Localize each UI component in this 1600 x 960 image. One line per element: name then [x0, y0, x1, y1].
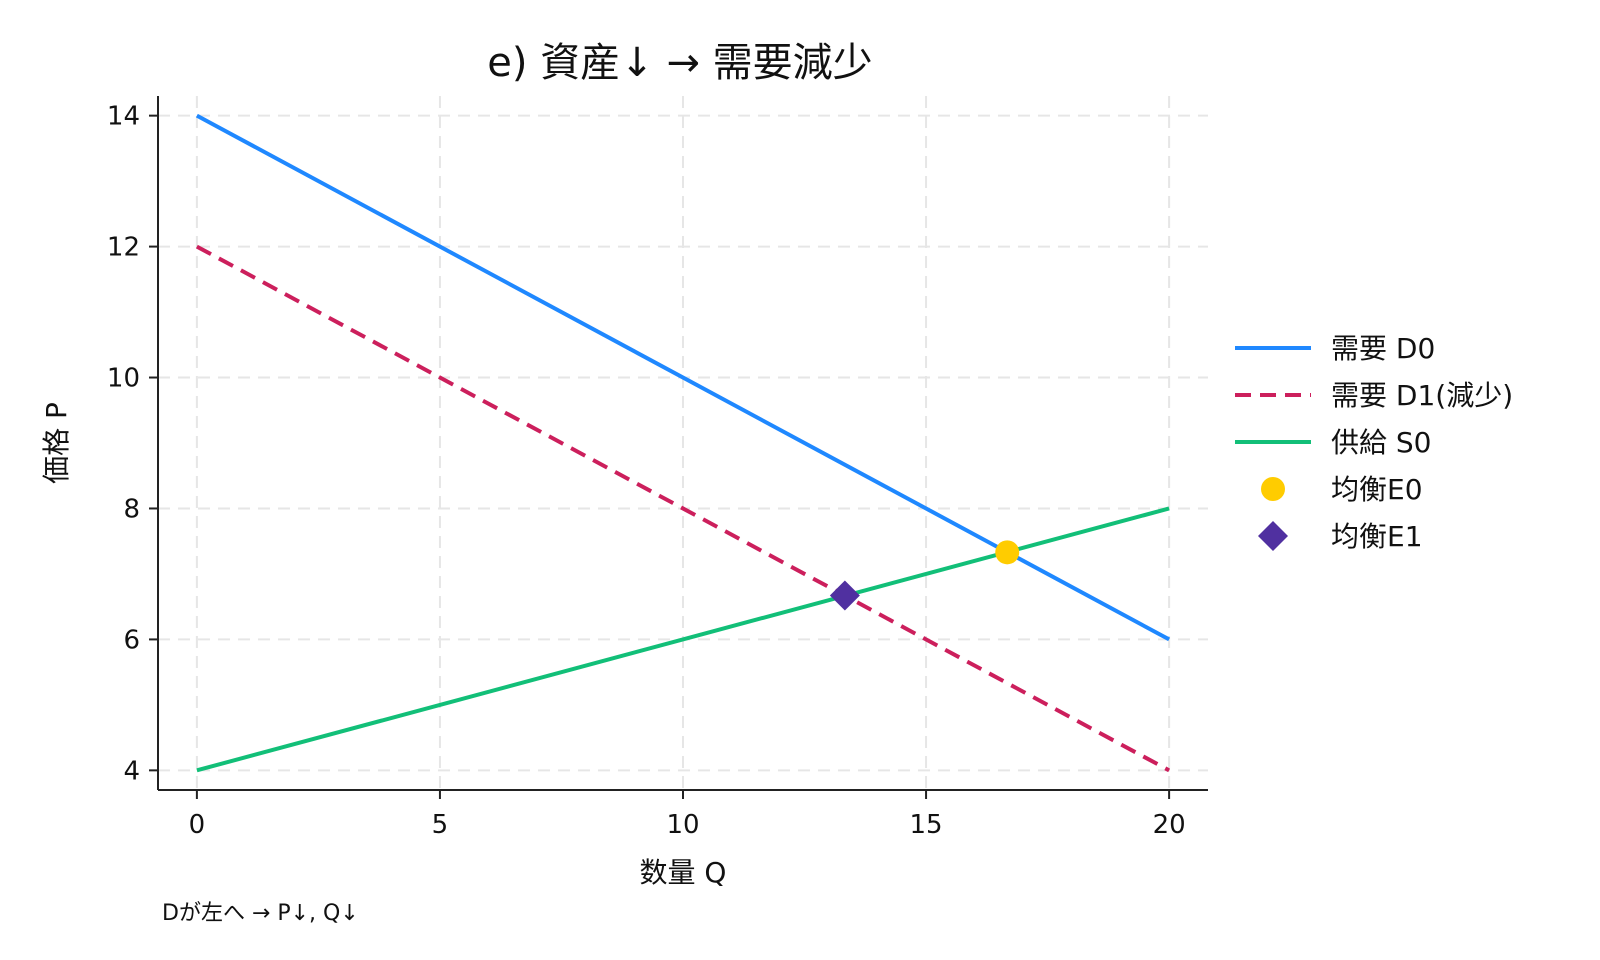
y-tick-label: 10: [107, 364, 140, 394]
legend-marker-point-1: [1261, 477, 1285, 501]
y-tick-label: 14: [107, 102, 140, 132]
x-axis-label: 数量 Q: [640, 856, 727, 889]
y-tick-label: 6: [123, 625, 140, 655]
legend-label-point-1: 均衡E0: [1331, 473, 1423, 506]
x-tick-label: 15: [910, 810, 943, 840]
equilibrium-point-2: [829, 580, 860, 611]
chart-title: e) 資産↓ → 需要減少: [487, 40, 872, 86]
x-tick-label: 5: [432, 810, 449, 840]
equilibrium-point-1: [995, 540, 1020, 565]
y-tick-label: 12: [107, 233, 140, 263]
y-tick-label: 8: [123, 494, 140, 524]
x-tick-label: 20: [1153, 810, 1186, 840]
legend-label-series-2: 需要 D1(減少): [1331, 379, 1513, 412]
y-axis-label: 価格 P: [40, 402, 73, 484]
y-tick-label: 4: [123, 756, 140, 786]
grid: [158, 96, 1208, 790]
legend-label-point-2: 均衡E1: [1331, 520, 1423, 553]
y-ticks: 4 6 8 10 12 14: [107, 102, 158, 786]
legend-label-series-1: 需要 D0: [1331, 332, 1435, 365]
x-tick-label: 0: [189, 810, 206, 840]
x-tick-label: 10: [666, 810, 699, 840]
footnote: Dが左へ → P↓, Q↓: [162, 901, 359, 926]
legend: 需要 D0 需要 D1(減少) 供給 S0 均衡E0 均衡E1: [1235, 332, 1513, 553]
series-line-2: [195, 244, 1171, 773]
points-group: [829, 540, 1020, 611]
legend-label-series-3: 供給 S0: [1331, 426, 1432, 459]
x-ticks: 0 5 10 15 20: [189, 790, 1186, 840]
legend-marker-point-2: [1258, 521, 1288, 551]
